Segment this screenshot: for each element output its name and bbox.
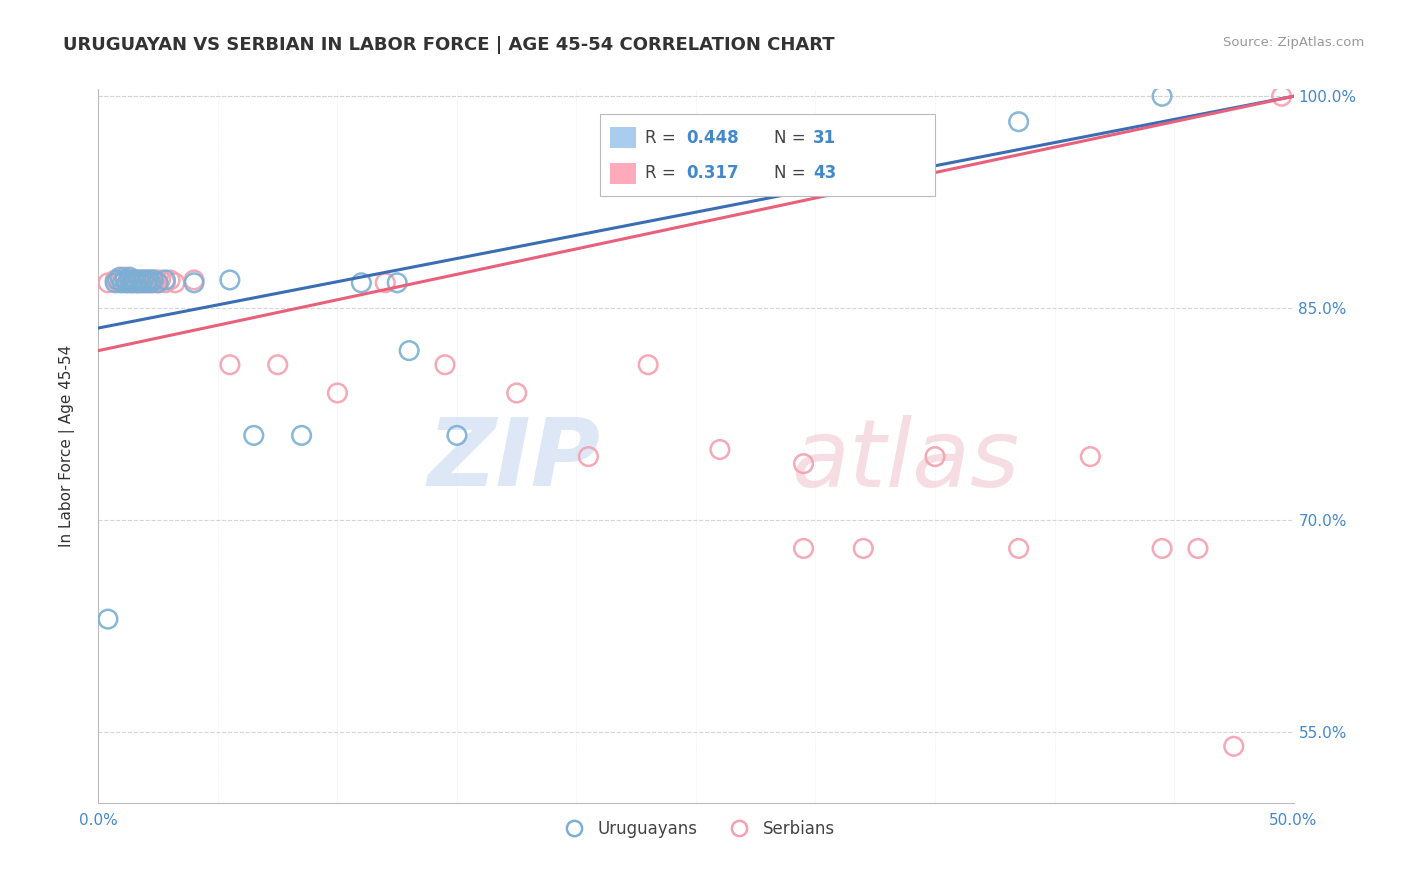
Point <box>114 273 136 287</box>
Point <box>138 273 160 287</box>
Point <box>852 541 875 556</box>
Point <box>135 273 157 287</box>
Point <box>111 276 134 290</box>
Point <box>104 276 127 290</box>
Point <box>132 273 155 287</box>
Point <box>121 276 143 290</box>
Point <box>291 428 314 442</box>
Point <box>142 276 165 290</box>
Point <box>1008 114 1031 128</box>
Y-axis label: In Labor Force | Age 45-54: In Labor Force | Age 45-54 <box>59 345 75 547</box>
Point <box>243 428 266 442</box>
Point <box>159 273 181 287</box>
Point <box>637 358 659 372</box>
Point <box>108 270 131 285</box>
Point <box>97 276 120 290</box>
Point <box>1152 89 1174 103</box>
Text: N =: N = <box>773 128 810 146</box>
FancyBboxPatch shape <box>610 162 637 184</box>
Point <box>793 457 815 471</box>
FancyBboxPatch shape <box>610 127 637 148</box>
Point <box>149 273 172 287</box>
Text: 0.448: 0.448 <box>686 128 740 146</box>
Point <box>155 276 177 290</box>
Point <box>108 276 131 290</box>
Point <box>163 276 186 290</box>
Text: 43: 43 <box>813 164 837 182</box>
Text: atlas: atlas <box>792 415 1019 506</box>
Point <box>1271 89 1294 103</box>
Point <box>793 541 815 556</box>
Point <box>131 276 153 290</box>
Point <box>124 273 146 287</box>
Text: N =: N = <box>773 164 810 182</box>
Point <box>434 358 457 372</box>
Text: URUGUAYAN VS SERBIAN IN LABOR FORCE | AGE 45-54 CORRELATION CHART: URUGUAYAN VS SERBIAN IN LABOR FORCE | AG… <box>63 36 835 54</box>
Point <box>125 276 148 290</box>
Point <box>139 276 162 290</box>
Point <box>118 273 141 287</box>
Point <box>374 276 396 290</box>
Point <box>1080 450 1102 464</box>
Point <box>115 276 138 290</box>
Point <box>1223 739 1246 754</box>
Point <box>506 386 529 401</box>
Point <box>128 273 150 287</box>
Point <box>125 273 148 287</box>
Text: Source: ZipAtlas.com: Source: ZipAtlas.com <box>1223 36 1364 49</box>
Point <box>446 428 468 442</box>
Point <box>139 273 162 287</box>
Point <box>142 273 165 287</box>
Point <box>267 358 290 372</box>
Point <box>1152 541 1174 556</box>
Point <box>97 612 120 626</box>
Point <box>924 450 946 464</box>
Point <box>1008 541 1031 556</box>
Point <box>138 276 160 290</box>
Point <box>398 343 420 358</box>
Point <box>148 276 170 290</box>
Text: R =: R = <box>644 128 681 146</box>
Point <box>578 450 600 464</box>
FancyBboxPatch shape <box>600 114 935 196</box>
Point <box>155 273 177 287</box>
Point <box>132 276 155 290</box>
Point <box>125 276 148 290</box>
Text: 0.317: 0.317 <box>686 164 740 182</box>
Point <box>128 276 150 290</box>
Point <box>148 276 170 290</box>
Point <box>709 442 731 457</box>
Point <box>115 276 138 290</box>
Point <box>121 276 143 290</box>
Point <box>219 273 242 287</box>
Text: R =: R = <box>644 164 681 182</box>
Point <box>145 273 167 287</box>
Text: 31: 31 <box>813 128 837 146</box>
Point <box>1187 541 1209 556</box>
Point <box>118 270 141 285</box>
Point <box>183 273 205 287</box>
Point <box>326 386 349 401</box>
Point <box>107 273 129 287</box>
Legend: Uruguayans, Serbians: Uruguayans, Serbians <box>551 814 841 845</box>
Point <box>385 276 409 290</box>
Point <box>124 273 146 287</box>
Point <box>350 276 373 290</box>
Point <box>135 276 157 290</box>
Text: ZIP: ZIP <box>427 414 600 507</box>
Point <box>183 276 205 290</box>
Point <box>104 273 127 287</box>
Point <box>114 270 136 285</box>
Point <box>118 273 141 287</box>
Point <box>131 273 153 287</box>
Point <box>219 358 242 372</box>
